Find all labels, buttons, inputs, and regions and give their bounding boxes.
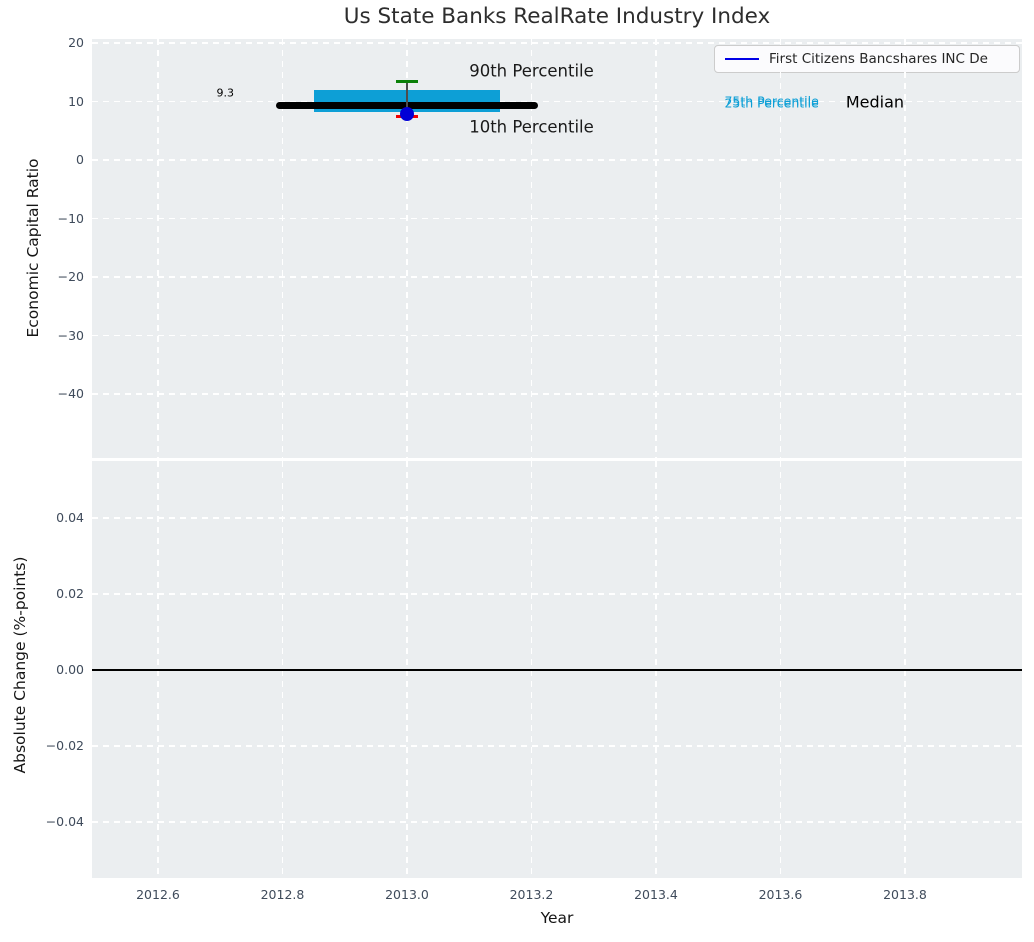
x-axis-label: Year [540, 909, 574, 927]
y-tick-label: −0.04 [45, 814, 84, 830]
y-tick-label: 10 [68, 93, 84, 109]
cap-90th-percentile [395, 79, 419, 83]
legend: First Citizens Bancshares INC De [714, 45, 1020, 73]
legend-label: First Citizens Bancshares INC De [769, 51, 988, 67]
x-tick-label: 2013.0 [385, 887, 429, 902]
y-gridline [92, 334, 1022, 337]
x-tick-label: 2013.2 [509, 887, 554, 902]
x-gridline [530, 39, 533, 458]
annotation-90th-percentile: 90th Percentile [469, 61, 594, 81]
y-gridline [92, 159, 1022, 161]
y-gridline [92, 517, 1022, 519]
x-tick-label: 2012.8 [260, 887, 305, 902]
annotation-75th-percentile: 75th Percentile [724, 93, 819, 109]
company-value-dot [399, 106, 414, 121]
y-tick-label: 0.00 [56, 662, 84, 678]
y-tick-label: 0.02 [56, 586, 84, 602]
y-gridline [92, 276, 1022, 278]
annotation-9-3: 9.3 [216, 86, 234, 100]
x-gridline [655, 39, 657, 458]
y-gridline [92, 745, 1022, 747]
x-tick-label: 2012.6 [136, 887, 180, 902]
annotation-25th-percentile: 25th Percentile [724, 95, 819, 111]
y-tick-label: −40 [57, 386, 84, 402]
chart-title: Us State Banks RealRate Industry Index [343, 4, 771, 29]
top-y-axis-label: Economic Capital Ratio [24, 158, 42, 338]
y-gridline [92, 100, 1022, 103]
bottom-plot-area [92, 461, 1022, 878]
annotation-10th-percentile: 10th Percentile [469, 117, 594, 137]
zero-line [92, 669, 1022, 672]
y-gridline [92, 42, 1022, 44]
y-gridline [92, 593, 1022, 595]
x-gridline [904, 39, 906, 458]
top-plot-area: First Citizens Bancshares INC De 9.3 90th… [92, 39, 1022, 458]
x-tick-label: 2013.4 [634, 887, 678, 902]
x-gridline [406, 39, 408, 458]
x-gridline [779, 39, 782, 458]
annotation-median: Median [845, 92, 905, 112]
y-tick-label: −30 [57, 327, 84, 343]
whisker-line [406, 81, 408, 114]
y-tick-label: 0.04 [56, 510, 84, 526]
y-tick-label: −10 [57, 210, 84, 226]
y-tick-label: −20 [57, 269, 84, 285]
legend-line-swatch [725, 57, 759, 61]
y-tick-label: 20 [68, 35, 84, 51]
y-gridline [92, 821, 1022, 823]
x-tick-label: 2013.6 [758, 887, 803, 902]
y-gridline [92, 393, 1022, 395]
x-gridline [157, 39, 159, 458]
x-tick-label: 2013.8 [883, 887, 927, 902]
y-tick-label: −0.02 [45, 738, 84, 754]
y-tick-label: 0 [76, 152, 84, 168]
x-gridline [281, 39, 284, 458]
y-gridline [92, 217, 1022, 220]
